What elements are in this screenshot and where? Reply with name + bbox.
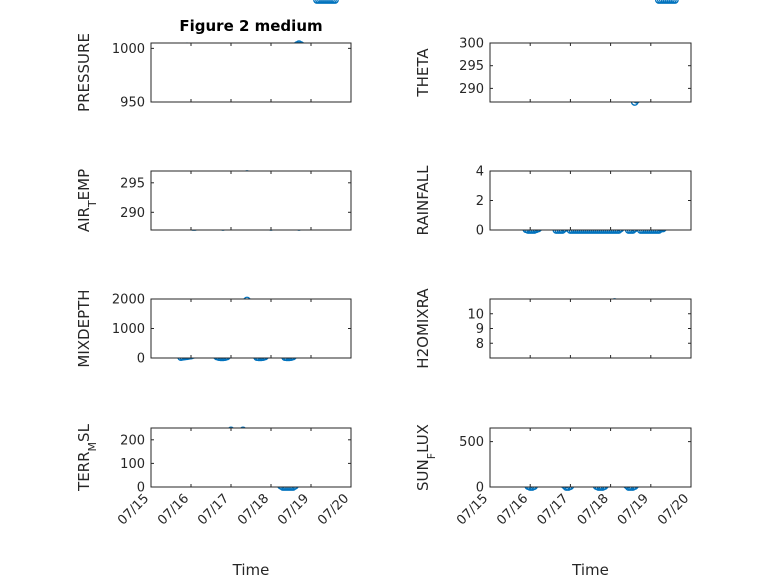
axes-box	[150, 170, 352, 231]
y-axis-label: H2OMIXRA	[414, 288, 432, 369]
y-tick-label: 100	[120, 457, 145, 472]
x-tick-label: 07/18	[575, 491, 612, 528]
axes-box	[150, 298, 352, 359]
subplot-terr_msl: 0 100 200 07/15 07/16 07/17 07/18 07/19 07/20 TER…	[75, 423, 352, 579]
chart-title: Figure 2 medium	[179, 17, 322, 35]
axes-box	[150, 427, 352, 488]
x-tick-label: 07/17	[534, 491, 571, 528]
y-tick-label: 8	[476, 337, 484, 352]
axes-box	[489, 298, 692, 359]
y-tick-label: 4	[476, 165, 484, 180]
data-point	[331, 0, 339, 4]
x-tick-label: 07/15	[115, 491, 152, 528]
x-tick-label: 07/18	[235, 491, 272, 528]
subplot-air_temp: 290 295 AIRTEMP	[75, 169, 352, 232]
x-tick-label: 07/20	[655, 491, 692, 528]
axes-box	[150, 42, 352, 103]
y-tick-label: 1000	[112, 42, 145, 57]
y-tick-label: 0	[476, 481, 484, 496]
y-tick-label: 1000	[112, 322, 145, 337]
y-tick-label: 0	[137, 481, 145, 496]
y-tick-label: 200	[120, 433, 145, 448]
y-tick-label: 10	[467, 307, 484, 322]
y-axis-label: AIRTEMP	[75, 169, 99, 232]
x-tick-label: 07/16	[155, 491, 192, 528]
x-tick-label: 07/15	[454, 491, 491, 528]
x-axis-label: Time	[232, 561, 270, 579]
axes-box	[489, 170, 692, 231]
y-tick-label: 500	[459, 435, 484, 450]
y-tick-label: 9	[476, 322, 484, 337]
y-tick-label: 290	[120, 206, 145, 221]
x-tick-label: 07/16	[494, 491, 531, 528]
y-tick-label: 0	[476, 224, 484, 239]
y-tick-label: 295	[459, 59, 484, 74]
x-axis-label: Time	[571, 561, 609, 579]
subplot-pressure: 950 1000 PRESSURE Figure 2 medium	[75, 17, 352, 112]
x-tick-label: 07/19	[275, 491, 312, 528]
subplot-theta: 290 295 300 THETA	[414, 37, 692, 106]
y-axis-label: MIXDEPTH	[75, 289, 93, 367]
y-tick-label: 300	[459, 37, 484, 52]
y-axis-label: TERRMSL	[75, 423, 99, 492]
y-axis-label: PRESSURE	[75, 33, 93, 112]
y-tick-label: 0	[137, 352, 145, 367]
x-tick-label: 07/20	[315, 491, 352, 528]
y-tick-label: 2000	[112, 293, 145, 308]
y-axis-label: SUNFLUX	[414, 424, 438, 491]
x-tick-label: 07/17	[195, 491, 232, 528]
axes-box	[489, 427, 692, 488]
y-tick-label: 290	[459, 82, 484, 97]
axes-box	[489, 42, 692, 103]
y-axis-label: RAINFALL	[414, 165, 432, 236]
x-tick-label: 07/19	[615, 491, 652, 528]
subplot-rainfall: 0 2 4 RAINFALL	[414, 165, 692, 239]
y-tick-label: 950	[120, 96, 145, 111]
y-tick-label: 295	[120, 176, 145, 191]
subplot-mixdepth: 0 1000 2000 MIXDEPTH	[75, 0, 352, 368]
y-tick-label: 2	[476, 194, 484, 209]
data-point	[671, 0, 679, 4]
y-axis-label: THETA	[414, 48, 432, 98]
